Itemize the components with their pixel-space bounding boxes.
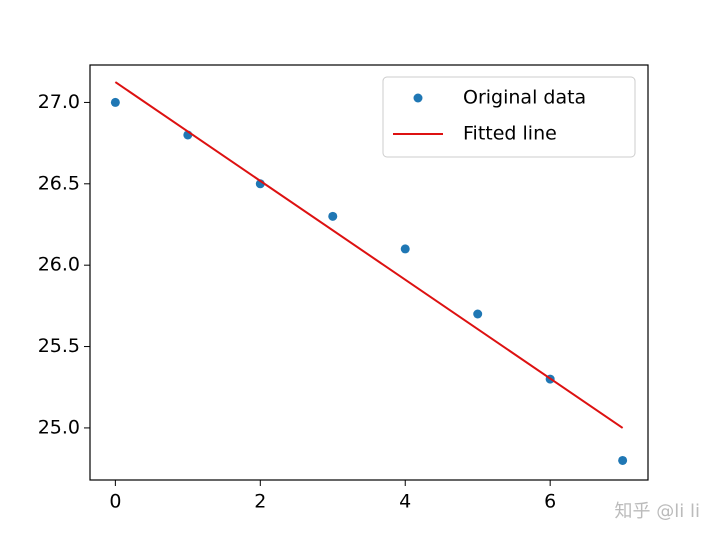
data-point xyxy=(618,455,628,465)
data-point xyxy=(473,309,483,319)
plot-frame xyxy=(89,64,649,481)
fit-line xyxy=(114,81,624,429)
data-point xyxy=(328,211,338,221)
legend-box xyxy=(382,76,636,158)
y-tick-label: 27.0 xyxy=(38,91,80,113)
x-tick-label: 4 xyxy=(399,491,411,513)
y-tick-label: 25.5 xyxy=(38,335,80,357)
legend-marker xyxy=(413,93,423,103)
y-tick-label: 25.0 xyxy=(38,416,80,438)
y-tick-label: 26.5 xyxy=(38,172,80,194)
y-tick-label: 26.0 xyxy=(38,254,80,276)
data-point xyxy=(400,244,410,254)
data-point xyxy=(110,97,120,107)
x-tick-label: 2 xyxy=(254,491,266,513)
x-tick-label: 6 xyxy=(544,491,556,513)
watermark: 知乎 @li li xyxy=(615,501,700,522)
x-tick-label: 0 xyxy=(109,491,121,513)
legend-label: Fitted line xyxy=(463,123,557,145)
legend-label: Original data xyxy=(463,87,586,109)
